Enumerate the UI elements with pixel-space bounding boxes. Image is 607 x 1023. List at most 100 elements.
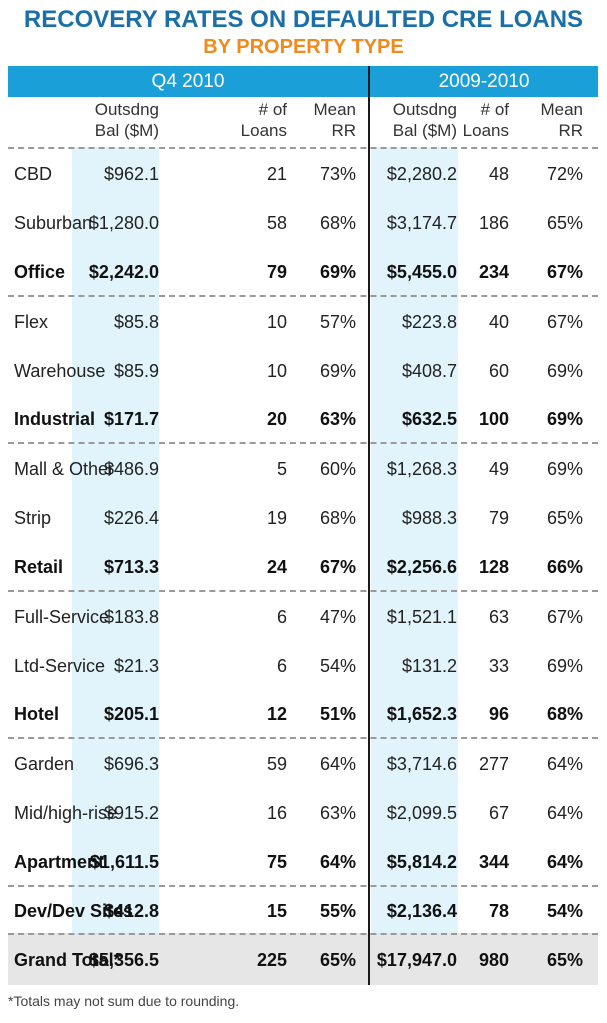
row-label: Grand Total* (14, 950, 121, 970)
annual-loans-cell: 277 (478, 754, 509, 774)
q4-loans-cell: 225 (256, 950, 287, 970)
q4-loans-cell: 6 (276, 656, 287, 676)
q4-rr-cell: 64% (319, 754, 356, 774)
section-separator (8, 295, 598, 297)
table-row: Flex $85.8 10 57% $223.8 40 67% (8, 297, 598, 346)
row-label: Flex (14, 312, 49, 332)
annual-rr-cell: 72% (546, 164, 583, 184)
recovery-rates-table: Q4 2010 2009-2010 Outsdng Bal ($M) # of … (8, 66, 598, 985)
col-header-annual-mean-rr: Mean RR (540, 100, 583, 140)
q4-loans-cell: 16 (266, 803, 287, 823)
row-label: Dev/Dev Sites (14, 901, 134, 921)
q4-rr-cell: 73% (319, 164, 356, 184)
annual-rr-cell: 69% (546, 656, 583, 676)
annual-loans-cell: 60 (488, 361, 509, 381)
q4-loans-cell: 10 (266, 361, 287, 381)
q4-rr-cell: 63% (319, 409, 356, 429)
q4-loans-cell: 75 (266, 852, 287, 872)
col-header-q4-mean-rr: Mean RR (313, 100, 356, 140)
annual-rr-cell: 66% (546, 557, 583, 577)
q4-rr-cell: 51% (319, 704, 356, 724)
annual-loans-cell: 78 (488, 901, 509, 921)
row-label: Mid/high-rise (14, 803, 118, 823)
annual-balance-cell: $2,280.2 (386, 164, 457, 184)
col-header-annual-outsdng-bal: Outsdng Bal ($M) (392, 100, 457, 140)
annual-loans-cell: 186 (478, 213, 509, 233)
table-subtitle: BY PROPERTY TYPE (203, 36, 404, 58)
q4-balance-cell: $915.2 (103, 803, 159, 823)
q4-balance-cell: $205.1 (103, 704, 159, 724)
annual-loans-cell: 344 (478, 852, 509, 872)
table-row: Full-Service $183.8 6 47% $1,521.1 63 67… (8, 592, 598, 641)
annual-balance-cell: $1,268.3 (386, 459, 457, 479)
period-header-q4-2010: Q4 2010 (8, 66, 368, 97)
section-separator (8, 933, 598, 935)
grand-total-row: Grand Total* $5,356.5 225 65% $17,947.0 … (8, 935, 598, 984)
table-row: Suburban $1,280.0 58 68% $3,174.7 186 65… (8, 198, 598, 247)
q4-loans-cell: 20 (266, 409, 287, 429)
grand-total-background (8, 933, 598, 985)
col-header-q4-num-loans: # of Loans (240, 100, 287, 140)
annual-balance-cell: $223.8 (401, 312, 457, 332)
table-row: Garden $696.3 59 64% $3,714.6 277 64% (8, 739, 598, 788)
subtotal-row: Office $2,242.0 79 69% $5,455.0 234 67% (8, 247, 598, 296)
q4-rr-cell: 69% (319, 262, 356, 282)
q4-balance-cell: $226.4 (103, 508, 159, 528)
q4-loans-cell: 58 (266, 213, 287, 233)
q4-loans-cell: 12 (266, 704, 287, 724)
section-separator (8, 885, 598, 887)
q4-balance-cell: $713.3 (103, 557, 159, 577)
q4-balance-cell: $696.3 (103, 754, 159, 774)
q4-loans-cell: 59 (266, 754, 287, 774)
q4-balance-cell: $171.7 (103, 409, 159, 429)
row-label: Suburban (14, 213, 93, 233)
table-row: Ltd-Service $21.3 6 54% $131.2 33 69% (8, 641, 598, 690)
annual-loans-cell: 63 (488, 607, 509, 627)
q4-loans-cell: 19 (266, 508, 287, 528)
annual-loans-cell: 980 (478, 950, 509, 970)
q4-balance-column-shade (72, 147, 159, 933)
row-label: Retail (14, 557, 64, 577)
annual-balance-cell: $1,521.1 (386, 607, 457, 627)
section-separator (8, 442, 598, 444)
annual-balance-cell: $131.2 (401, 656, 457, 676)
row-label: CBD (14, 164, 53, 184)
q4-rr-cell: 64% (319, 852, 356, 872)
annual-balance-cell: $2,099.5 (386, 803, 457, 823)
annual-loans-cell: 96 (488, 704, 509, 724)
q4-rr-cell: 60% (319, 459, 356, 479)
annual-balance-cell: $2,256.6 (386, 557, 457, 577)
annual-balance-cell: $3,714.6 (386, 754, 457, 774)
q4-balance-cell: $1,611.5 (89, 852, 159, 872)
annual-rr-cell: 69% (546, 361, 583, 381)
annual-loans-cell: 128 (478, 557, 509, 577)
row-label: Strip (14, 508, 52, 528)
q4-balance-cell: $2,242.0 (88, 262, 159, 282)
section-separator (8, 737, 598, 739)
section-separator (8, 590, 598, 592)
annual-balance-cell: $632.5 (401, 409, 457, 429)
q4-balance-cell: $486.9 (103, 459, 159, 479)
col-header-q4-outsdng-bal: Outsdng Bal ($M) (94, 100, 159, 140)
q4-loans-cell: 24 (266, 557, 287, 577)
subtotal-row: Apartment $1,611.5 75 64% $5,814.2 344 6… (8, 837, 598, 886)
row-label: Hotel (14, 704, 59, 724)
annual-rr-cell: 69% (546, 409, 583, 429)
q4-balance-cell: $85.9 (113, 361, 159, 381)
q4-loans-cell: 21 (266, 164, 287, 184)
annual-rr-cell: 64% (546, 852, 583, 872)
q4-rr-cell: 68% (319, 213, 356, 233)
annual-rr-cell: 64% (546, 803, 583, 823)
annual-rr-cell: 68% (546, 704, 583, 724)
table-title: RECOVERY RATES ON DEFAULTED CRE LOANS (23, 6, 584, 33)
annual-loans-cell: 40 (488, 312, 509, 332)
q4-loans-cell: 10 (266, 312, 287, 332)
annual-balance-cell: $2,136.4 (386, 901, 457, 921)
annual-rr-cell: 67% (546, 607, 583, 627)
row-label: Garden (14, 754, 75, 774)
annual-balance-cell: $3,174.7 (386, 213, 457, 233)
q4-balance-cell: $21.3 (113, 656, 159, 676)
subtotal-row: Dev/Dev Sites $412.8 15 55% $2,136.4 78 … (8, 886, 598, 935)
q4-rr-cell: 47% (319, 607, 356, 627)
table-row: Mid/high-rise $915.2 16 63% $2,099.5 67 … (8, 788, 598, 837)
